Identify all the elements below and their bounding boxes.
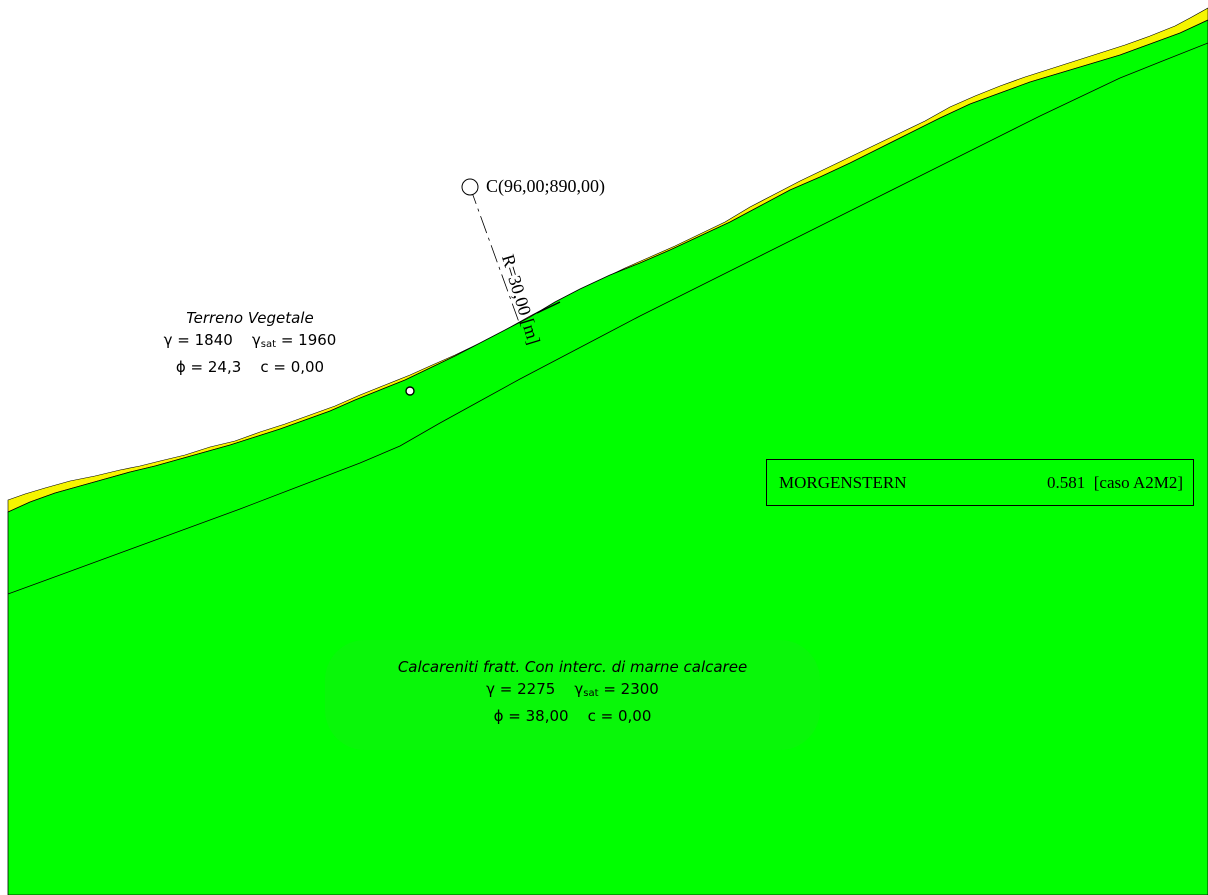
topsoil-gamma-sat-symbol: γ [251,331,261,349]
topsoil-phi-c: ϕ = 24,3 c = 0,00 [175,358,325,376]
point-marker-icon [405,386,415,396]
topsoil-layer-name: Terreno Vegetale [186,309,314,327]
radius-line [469,186,521,326]
topsoil-layer-label: Terreno Vegetale γ = 1840 γsat = 1960 ϕ … [130,307,370,378]
topsoil-gamma-sat: = 1960 [276,331,337,349]
bedrock-gamma-sat-sub: sat [583,688,599,699]
center-coordinates-label: C(96,00;890,00) [486,176,605,196]
bedrock-layer-label: Calcareniti fratt. Con interc. di marne … [330,656,815,727]
label-background [325,640,820,750]
safety-factor-box: MORGENSTERN 0.581 [caso A2M2] [766,459,1194,506]
analysis-method-label: MORGENSTERN [779,472,907,492]
topsoil-gamma: γ = 1840 [163,331,233,349]
bedrock-gamma-sat: = 2300 [598,680,659,698]
layer-boundary-line [7,42,1208,595]
ground-layer [7,19,1208,895]
safety-factor-value: 0.581 [caso A2M2] [1047,472,1183,492]
bedrock-layer-name: Calcareniti fratt. Con interc. di marne … [397,658,748,676]
bedrock-gamma: γ = 2275 [486,680,556,698]
bedrock-gamma-sat-symbol: γ [574,680,584,698]
topsoil-gamma-sat-sub: sat [260,339,277,350]
slip-surface-marker [536,301,561,314]
center-circle-icon [461,178,479,196]
bedrock-phi-c: ϕ = 38,00 c = 0,00 [493,707,652,725]
